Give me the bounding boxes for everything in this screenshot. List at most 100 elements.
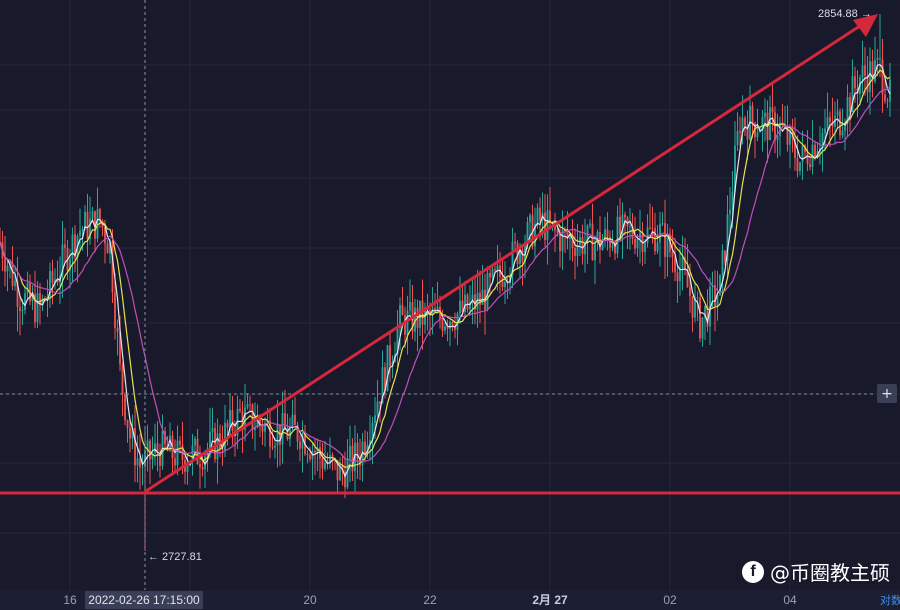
candle-body: [496, 265, 499, 271]
candle-body: [746, 125, 749, 140]
candle-body: [204, 455, 206, 470]
candle-body: [11, 263, 14, 287]
candle-body: [624, 214, 626, 218]
candle-body: [126, 420, 129, 428]
candle-body: [329, 455, 331, 464]
add-button[interactable]: [877, 384, 897, 403]
candle-body: [854, 76, 856, 89]
candle-body: [559, 232, 561, 252]
candle-body: [244, 407, 246, 430]
candle-body: [199, 464, 201, 468]
candle-body: [801, 145, 804, 163]
trend-arrow-head: [853, 14, 878, 37]
candle-body: [396, 328, 399, 355]
candle-body: [739, 131, 741, 133]
candle-body: [179, 440, 181, 445]
candle-body: [664, 223, 666, 257]
candle-body: [414, 307, 416, 332]
candle-body: [656, 242, 659, 252]
plus-icon: +: [881, 386, 893, 402]
candle-body: [81, 229, 84, 231]
candle-body: [366, 444, 369, 453]
candle-body: [569, 237, 571, 239]
candle-body: [41, 298, 44, 306]
candle-body: [321, 458, 324, 469]
candle-body: [276, 424, 279, 446]
candle-body: [381, 367, 384, 404]
candle-body: [549, 210, 551, 223]
candle-body: [606, 229, 609, 237]
ma-fast-line: [0, 63, 891, 478]
crosshair-date-label: 2022-02-26 17:15:00: [88, 593, 200, 607]
candle-body: [469, 301, 471, 310]
candle-body: [139, 458, 141, 468]
candle-body: [209, 431, 211, 449]
candle-body: [604, 229, 606, 242]
candle-body: [771, 107, 774, 113]
candle-body: [799, 162, 801, 172]
candle-body: [249, 404, 251, 406]
candle-body: [371, 422, 374, 441]
candle-body: [61, 244, 64, 276]
candle-body: [284, 413, 286, 430]
candle-body: [441, 318, 444, 331]
candle-body: [574, 248, 576, 256]
candle-body: [259, 418, 261, 425]
ma-mid-line: [0, 69, 891, 468]
candle-body: [704, 306, 706, 318]
candle-body: [871, 61, 874, 82]
candle-body: [804, 145, 806, 152]
candle-body: [229, 410, 231, 428]
candle-body: [601, 241, 604, 250]
candle-body: [156, 443, 159, 454]
x-tick-label: 2月 27: [532, 593, 568, 607]
candle-body: [99, 209, 101, 221]
candle-body: [844, 123, 846, 131]
candle-body: [216, 433, 219, 460]
candle-body: [431, 308, 434, 316]
candle-body: [621, 214, 624, 235]
candle-body: [719, 274, 721, 296]
candle-body: [459, 300, 461, 314]
candle-body: [666, 233, 669, 257]
candle-body: [889, 79, 891, 102]
candle-body: [409, 302, 411, 311]
candle-body: [491, 269, 494, 278]
candle-body: [566, 231, 569, 239]
log-scale-toggle[interactable]: 对数: [880, 593, 900, 607]
candle-body: [729, 209, 731, 215]
x-tick-label: 04: [783, 593, 797, 607]
candle-body: [861, 65, 864, 78]
candle-body: [301, 433, 304, 449]
candle-body: [881, 59, 884, 95]
candle-body: [884, 94, 886, 101]
candle-body: [64, 244, 66, 249]
candle-body: [806, 151, 809, 165]
candle-body: [789, 128, 791, 145]
candle-body: [16, 280, 19, 307]
candle-body: [24, 293, 26, 311]
candle-body: [239, 408, 241, 411]
candle-body: [736, 131, 739, 146]
candle-body: [514, 241, 516, 244]
candle-body: [406, 310, 409, 336]
candle-body: [701, 317, 704, 339]
candle-body: [86, 211, 89, 239]
candle-body: [34, 294, 36, 323]
candle-body: [839, 111, 841, 136]
candle-body: [336, 460, 339, 481]
candle-body: [281, 413, 284, 445]
candle-body: [141, 466, 144, 468]
candle-body: [389, 345, 391, 367]
candle-body: [324, 462, 326, 469]
candle-body: [841, 130, 844, 136]
candle-body: [609, 236, 611, 248]
candle-body: [116, 328, 119, 332]
candle-body: [351, 445, 354, 472]
candle-body: [401, 304, 404, 316]
candle-body: [471, 294, 474, 302]
candle-body: [79, 230, 81, 237]
candle-body: [756, 132, 759, 138]
candle-body: [829, 117, 831, 122]
